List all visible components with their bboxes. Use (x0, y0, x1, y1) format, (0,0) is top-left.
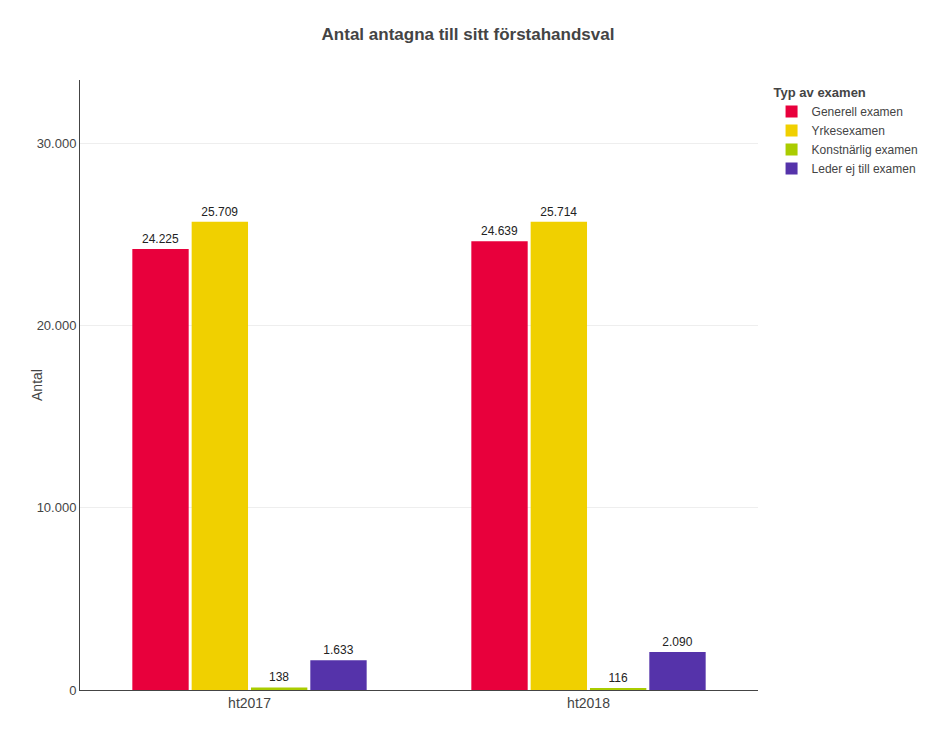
svg-text:138: 138 (269, 670, 289, 684)
svg-text:1.633: 1.633 (323, 643, 353, 657)
svg-text:Generell examen: Generell examen (812, 105, 903, 119)
svg-text:116: 116 (608, 671, 627, 685)
svg-text:2.090: 2.090 (662, 635, 692, 649)
svg-text:25.714: 25.714 (540, 205, 577, 219)
svg-text:ht2017: ht2017 (228, 695, 271, 711)
svg-text:Leder ej till examen: Leder ej till examen (812, 162, 916, 176)
svg-text:Antal antagna till sitt första: Antal antagna till sitt förstahandsval (322, 25, 615, 44)
svg-text:24.639: 24.639 (481, 224, 518, 238)
svg-text:Yrkesexamen: Yrkesexamen (812, 124, 885, 138)
svg-text:25.709: 25.709 (201, 205, 238, 219)
svg-text:10.000: 10.000 (37, 500, 77, 515)
svg-text:Typ av examen: Typ av examen (774, 85, 866, 100)
svg-text:Antal: Antal (29, 369, 45, 401)
svg-text:24.225: 24.225 (142, 232, 179, 246)
svg-text:Konstnärlig examen: Konstnärlig examen (812, 143, 918, 157)
svg-text:0: 0 (69, 683, 76, 698)
svg-text:20.000: 20.000 (37, 318, 77, 333)
svg-text:ht2018: ht2018 (567, 695, 610, 711)
svg-text:30.000: 30.000 (37, 136, 77, 151)
